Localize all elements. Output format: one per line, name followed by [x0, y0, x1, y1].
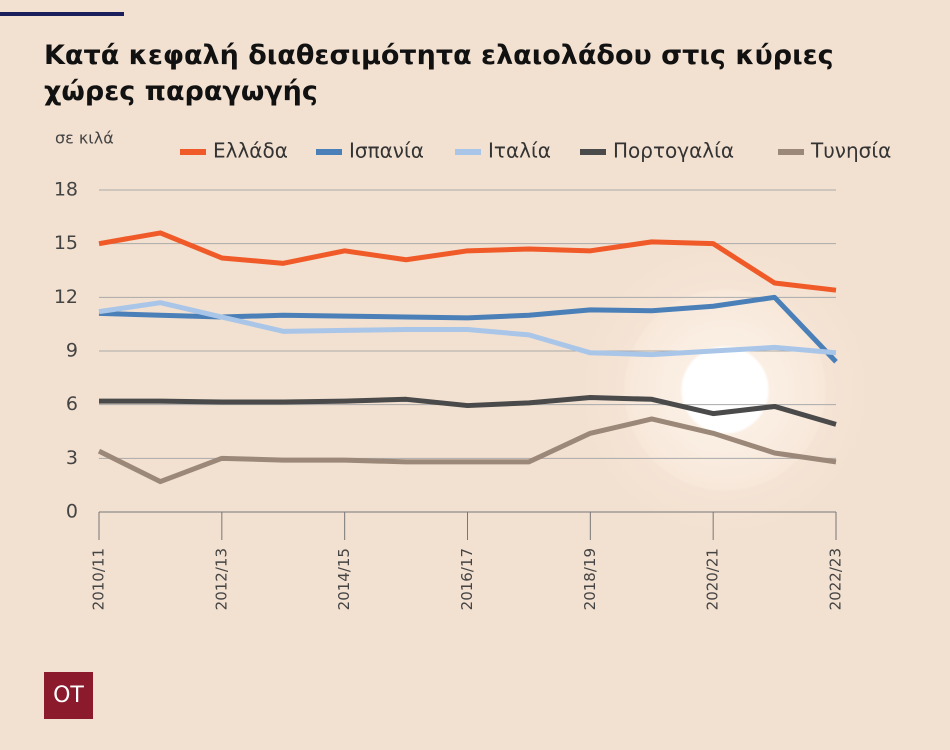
line-series	[97, 416, 837, 485]
line-series	[99, 395, 837, 427]
y-tick-label: 3	[66, 447, 78, 469]
legend-label: Ισπανία	[349, 139, 424, 163]
legend-label: Ελλάδα	[213, 139, 288, 163]
x-tick-label: 2016/17	[458, 548, 476, 610]
chart-title: Κατά κεφαλή διαθεσιμότητα ελαιολάδου στι…	[44, 40, 834, 107]
legend-label: Πορτογαλία	[613, 139, 734, 163]
x-tick-label: 2018/19	[581, 548, 599, 610]
decor-glow	[575, 240, 875, 540]
line-series	[98, 230, 837, 293]
x-tick-label: 2014/15	[335, 548, 353, 610]
x-tick-label: 2022/23	[827, 548, 845, 610]
decor-bar	[0, 12, 124, 16]
legend-label: Ιταλία	[488, 139, 551, 163]
logo: OT	[44, 672, 93, 719]
y-tick-label: 0	[66, 501, 78, 523]
y-axis-label: σε κιλά	[55, 129, 114, 148]
y-tick-label: 15	[54, 232, 78, 254]
y-tick-label: 9	[66, 340, 78, 362]
x-tick-label: 2012/13	[212, 548, 230, 610]
x-tick-label: 2020/21	[704, 548, 722, 610]
y-tick-label: 18	[54, 179, 78, 201]
y-tick-label: 6	[66, 393, 78, 415]
x-tick-label: 2010/11	[90, 548, 108, 610]
y-tick-label: 12	[54, 286, 78, 308]
line-series	[98, 300, 837, 358]
legend-label: Τυνησία	[810, 139, 891, 163]
